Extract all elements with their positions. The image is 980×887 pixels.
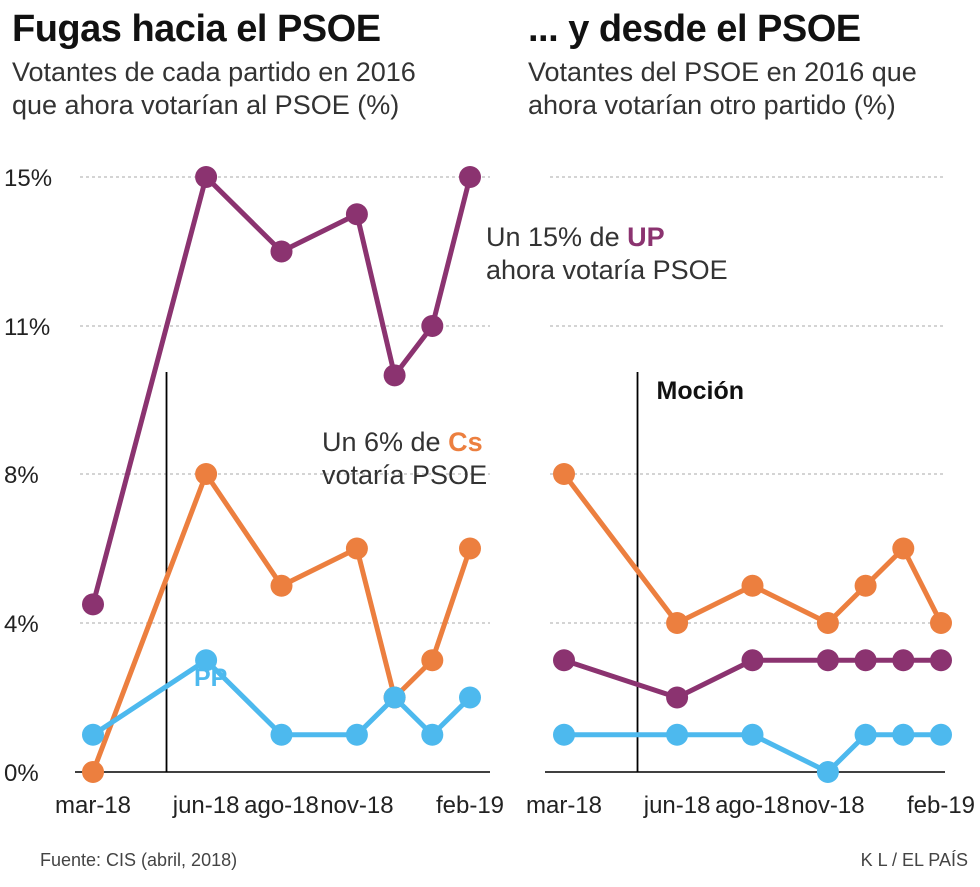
- right-point-Cs: [930, 612, 952, 634]
- right-x-tick-label: nov-18: [791, 792, 864, 819]
- right-chart-title: ... y desde el PSOE: [528, 8, 861, 50]
- annotation-cs-party: Cs: [448, 427, 483, 457]
- left-x-tick-label: feb-19: [436, 792, 504, 819]
- right-subtitle-line-1: Votantes del PSOE en 2016 que: [528, 57, 917, 87]
- right-point-UP: [892, 649, 915, 672]
- annotation-cs-text: Un 6% de: [322, 427, 448, 457]
- left-point-PP: [421, 723, 444, 746]
- right-series-line-Cs: [562, 472, 944, 626]
- left-point-PP: [383, 686, 406, 709]
- right-point-PP: [666, 723, 689, 746]
- left-x-tick-label: nov-18: [320, 792, 393, 819]
- right-x-tick-label: mar-18: [526, 792, 602, 819]
- left-chart-title: Fugas hacia el PSOE: [12, 8, 381, 50]
- annotation-cs-line-1: Un 6% de Cs: [322, 427, 483, 457]
- left-point-UP: [383, 364, 406, 387]
- annotation-up-line-2: ahora votaría PSOE: [486, 255, 728, 285]
- right-point-Cs: [666, 612, 689, 634]
- right-point-Cs: [816, 612, 839, 634]
- y-tick-label: 15%: [4, 165, 52, 192]
- right-point-PP: [854, 723, 877, 746]
- y-tick-label: 0%: [4, 760, 39, 787]
- left-point-Cs: [421, 649, 444, 672]
- right-point-PP: [553, 723, 575, 746]
- left-series-line-PP: [91, 657, 472, 738]
- right-subtitle-line-2: ahora votarían otro partido (%): [528, 90, 896, 120]
- left-point-PP: [195, 649, 218, 672]
- left-point-UP: [345, 203, 368, 226]
- right-point-UP: [816, 649, 839, 672]
- left-point-PP: [270, 723, 293, 746]
- left-point-UP: [459, 166, 481, 188]
- right-point-Cs: [854, 574, 877, 597]
- left-point-Cs: [82, 761, 104, 783]
- right-point-PP: [741, 723, 764, 746]
- left-point-UP: [270, 240, 293, 263]
- right-point-UP: [666, 686, 689, 709]
- right-point-UP: [553, 649, 575, 672]
- right-point-Cs: [892, 537, 915, 560]
- left-point-PP: [459, 686, 481, 709]
- left-point-PP: [82, 723, 104, 746]
- annotation-up-party: UP: [627, 222, 665, 252]
- y-tick-label: 4%: [4, 611, 39, 638]
- left-subtitle-line-1: Votantes de cada partido en 2016: [12, 57, 416, 87]
- right-point-Cs: [741, 574, 764, 597]
- right-chart-subtitle: Votantes del PSOE en 2016 que ahora vota…: [528, 56, 968, 122]
- right-point-PP: [892, 723, 915, 746]
- y-tick-label: 11%: [4, 314, 50, 341]
- left-point-PP: [345, 723, 368, 746]
- mocion-label: Moción: [657, 377, 745, 405]
- right-x-tick-label: ago-18: [715, 792, 790, 819]
- left-point-Cs: [195, 463, 218, 485]
- y-tick-label: 8%: [4, 462, 39, 489]
- right-point-UP: [741, 649, 764, 672]
- left-x-tick-label: mar-18: [55, 792, 131, 819]
- right-point-UP: [930, 649, 952, 672]
- left-subtitle-line-2: que ahora votarían al PSOE (%): [12, 90, 400, 120]
- annotation-cs-line-2: votaría PSOE: [322, 460, 487, 490]
- right-point-PP: [930, 723, 952, 746]
- annotation-up-line-1: Un 15% de UP: [486, 222, 665, 252]
- source-note: Fuente: CIS (abril, 2018): [40, 850, 238, 870]
- annotation-pp: PP: [194, 664, 227, 692]
- right-x-tick-label: jun-18: [643, 792, 711, 819]
- left-x-tick-label: jun-18: [172, 792, 240, 819]
- left-point-UP: [82, 593, 104, 616]
- left-point-Cs: [270, 574, 293, 597]
- right-point-UP: [854, 649, 877, 672]
- left-chart-subtitle: Votantes de cada partido en 2016 que aho…: [12, 56, 482, 122]
- left-point-Cs: [345, 537, 368, 560]
- left-x-tick-label: ago-18: [244, 792, 319, 819]
- left-point-UP: [195, 166, 218, 188]
- left-point-UP: [421, 315, 444, 337]
- left-point-Cs: [459, 537, 481, 560]
- annotation-up-text: Un 15% de: [486, 222, 627, 252]
- right-point-PP: [816, 761, 839, 783]
- right-point-Cs: [553, 463, 575, 485]
- credit-note: K L / EL PAÍS: [860, 850, 968, 870]
- right-x-tick-label: feb-19: [907, 792, 975, 819]
